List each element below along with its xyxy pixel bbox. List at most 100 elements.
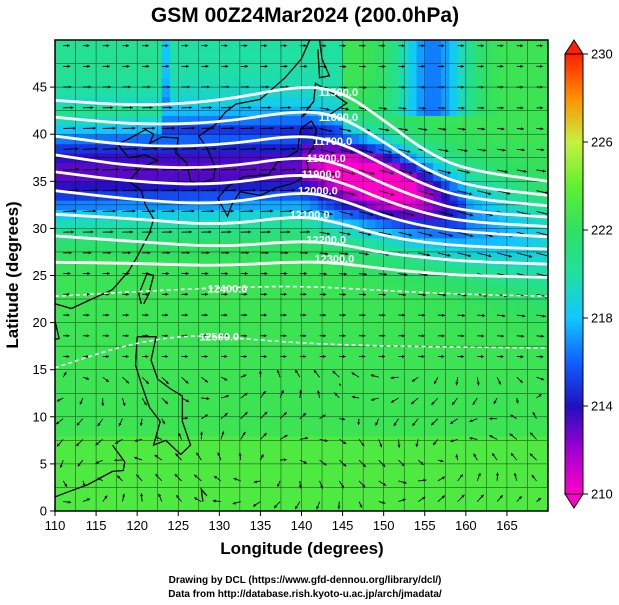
wind-arrow-head [68,500,72,504]
field-cell [137,313,146,324]
field-cell [243,115,253,126]
field-cell [506,58,516,69]
wind-arrow-head [277,483,280,487]
field-cell [490,171,500,182]
wind-arrow-head [244,412,248,416]
field-cell [243,40,253,51]
field-cell [334,171,344,182]
field-cell [96,58,105,69]
wind-arrow-head [323,334,326,338]
field-cell [449,284,459,295]
field-cell [128,87,138,98]
wind-arrow-head [390,376,394,380]
field-cell [293,397,303,408]
field-cell [63,501,73,511]
field-cell [465,105,475,116]
field-cell [350,463,360,474]
wind-arrow-head [489,234,493,238]
wind-arrow [536,210,548,215]
field-cell [63,247,73,258]
wind-arrow-head [287,230,291,234]
wind-arrow-head [461,44,464,48]
field-cell [211,134,220,145]
field-cell [375,332,385,343]
field-cell [457,454,467,465]
field-cell [465,247,475,258]
field-cell [293,247,303,258]
field-cell [260,379,270,390]
field-cell [260,463,270,474]
field-cell [539,501,548,511]
field-cell [252,87,262,98]
field-cell [474,341,483,352]
field-cell [457,407,467,418]
field-cell [243,473,253,484]
field-cell [465,143,475,154]
wind-arrow-head [284,272,288,276]
field-cell [416,332,426,343]
field-cell [145,171,155,182]
contour-label: 11500.0 [319,87,358,99]
field-cell [285,87,294,98]
field-cell [465,332,475,343]
field-cell [128,68,138,79]
field-cell [457,68,467,79]
field-cell [71,454,81,465]
wind-arrow-head [488,254,492,258]
field-cell [506,313,516,324]
field-cell [359,322,368,333]
field-cell [276,115,286,126]
field-cell [128,190,138,201]
field-cell [104,115,114,126]
field-cell [317,369,327,380]
field-cell [260,115,270,126]
wind-arrow-head [447,253,451,257]
field-cell [252,501,262,511]
field-cell [506,134,516,145]
field-cell [268,445,278,456]
field-cell [309,115,319,126]
field-cell [424,322,434,333]
field-cell [71,407,81,418]
field-cell [441,49,450,60]
field-cell [367,162,377,173]
field-cell [400,454,409,465]
field-cell [383,275,393,286]
field-cell [416,501,426,511]
field-cell [137,482,146,493]
field-cell [202,303,212,314]
wind-arrow-head [225,395,229,398]
field-cell [367,426,377,437]
field-cell [408,143,418,154]
field-cell [441,77,450,88]
field-cell [285,397,294,408]
field-cell [498,49,508,60]
field-cell [63,303,73,314]
field-cell [531,40,541,51]
field-cell [391,87,401,98]
field-cell [55,322,64,333]
field-cell [71,40,81,51]
field-cell [424,463,434,474]
field-cell [449,313,459,324]
field-cell [367,407,377,418]
field-cell [161,473,171,484]
field-cell [441,303,450,314]
field-cell [178,256,188,267]
field-cell [408,275,418,286]
field-cell [293,162,303,173]
field-cell [424,162,434,173]
y-tick-label: 35 [33,174,47,189]
field-cell [145,209,155,220]
field-cell [449,49,459,60]
field-cell [170,49,179,60]
field-cell [531,58,541,69]
field-cell [375,473,385,484]
wind-arrow-head [158,493,162,497]
field-cell [424,58,434,69]
field-cell [506,303,516,314]
field-cell [531,87,541,98]
field-cell [194,397,204,408]
field-cell [498,171,508,182]
field-cell [137,218,146,229]
